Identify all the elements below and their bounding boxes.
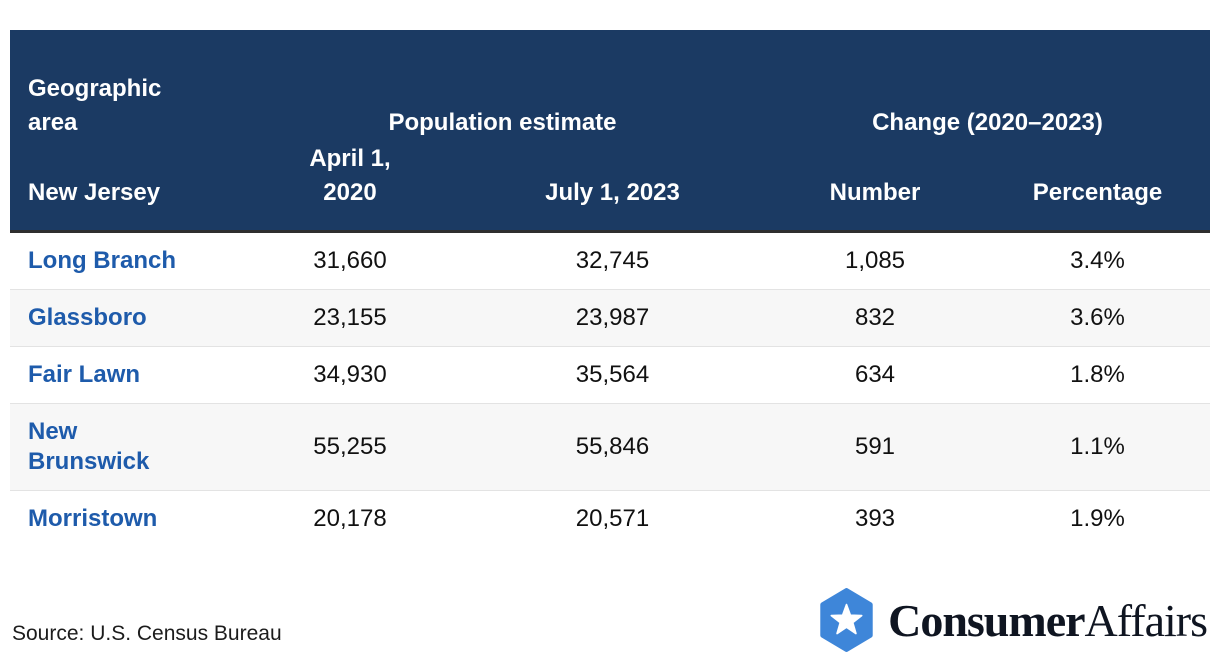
col-group-geographic-area: Geographic area: [10, 72, 240, 140]
cell-change-percentage: 1.8%: [1070, 361, 1125, 388]
table-header: Geographic area Population estimate Chan…: [10, 30, 1210, 233]
source-text: Source: U.S. Census Bureau: [12, 622, 282, 645]
header-subrow: New Jersey April 1, 2020 July 1, 2023 Nu…: [10, 140, 1210, 210]
cell-july-2023: 23,987: [575, 304, 650, 331]
city-link[interactable]: Fair Lawn: [28, 361, 141, 388]
cell-july-2023: 35,564: [575, 361, 650, 388]
col-header-new-jersey: New Jersey: [28, 179, 161, 206]
city-link[interactable]: New Brunswick: [28, 418, 150, 475]
cell-change-percentage: 1.1%: [1070, 433, 1125, 460]
col-header-percentage: Percentage: [1032, 179, 1163, 206]
cell-april-2020: 31,660: [313, 247, 387, 274]
cell-april-2020: 34,930: [313, 361, 387, 388]
table-row: Long Branch 31,660 32,745 1,085 3.4%: [10, 233, 1210, 289]
table-body: Long Branch 31,660 32,745 1,085 3.4% Gla…: [10, 233, 1210, 547]
col-header-number: Number: [829, 179, 921, 206]
cell-change-percentage: 3.4%: [1070, 247, 1125, 274]
cell-april-2020: 55,255: [313, 433, 387, 460]
city-link[interactable]: Glassboro: [28, 304, 147, 331]
population-table: Geographic area Population estimate Chan…: [10, 30, 1210, 547]
cell-change-number: 591: [854, 433, 896, 460]
cell-change-number: 1,085: [844, 247, 906, 274]
col-group-change: Change (2020–2023): [872, 109, 1103, 136]
city-link[interactable]: Morristown: [28, 505, 158, 532]
cell-july-2023: 20,571: [575, 505, 650, 532]
april-2020-label: April 1, 2020: [309, 145, 391, 206]
city-link[interactable]: Long Branch: [28, 247, 176, 274]
star-hexagon-icon: [820, 588, 873, 652]
cell-change-number: 393: [854, 505, 896, 532]
col-header-april-2020: April 1, 2020: [240, 142, 460, 210]
col-group-population-estimate: Population estimate: [388, 109, 617, 136]
star-icon: [830, 603, 863, 635]
table-row: Fair Lawn 34,930 35,564 634 1.8%: [10, 346, 1210, 403]
header-group-row: Geographic area Population estimate Chan…: [10, 44, 1210, 140]
cell-change-number: 832: [854, 304, 896, 331]
table-row: Glassboro 23,155 23,987 832 3.6%: [10, 289, 1210, 346]
cell-july-2023: 55,846: [575, 433, 650, 460]
brand-consumer: Consumer: [888, 594, 1085, 646]
geographic-area-label: Geographic area: [28, 75, 162, 136]
consumeraffairs-logo: ConsumerAffairs: [818, 588, 1208, 652]
table-row: New Brunswick 55,255 55,846 591 1.1%: [10, 403, 1210, 490]
cell-april-2020: 20,178: [313, 505, 387, 532]
col-header-july-2023: July 1, 2023: [545, 179, 680, 206]
cell-change-percentage: 1.9%: [1070, 505, 1125, 532]
cell-change-percentage: 3.6%: [1070, 304, 1125, 331]
table-row: Morristown 20,178 20,571 393 1.9%: [10, 490, 1210, 547]
brand-affairs: Affairs: [1084, 594, 1208, 646]
cell-change-number: 634: [854, 361, 896, 388]
cell-july-2023: 32,745: [575, 247, 650, 274]
cell-april-2020: 23,155: [313, 304, 387, 331]
brand-wordmark: ConsumerAffairs: [888, 594, 1208, 647]
